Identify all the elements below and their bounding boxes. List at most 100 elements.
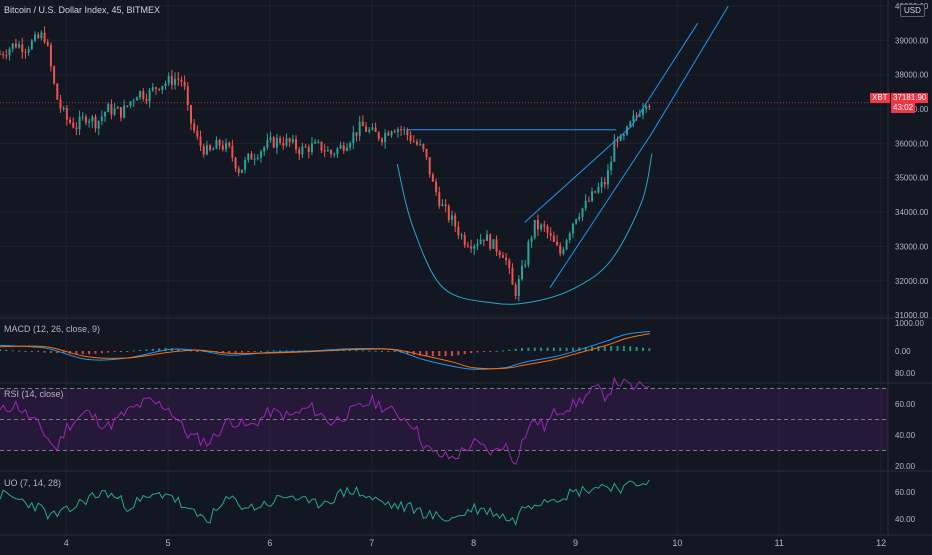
macd-histogram-bar [540,347,543,351]
price-tick-label: 35000.00 [895,174,929,183]
candle-body [428,157,431,175]
candle-body [482,239,485,241]
macd-histogram-bar [431,351,434,357]
candle-body [72,122,75,128]
rsi-pane[interactable] [0,376,888,465]
candle-body [5,55,8,57]
macd-histogram-bar [272,350,275,352]
macd-histogram-bar [285,350,288,352]
candle-body [422,144,425,150]
candle-body [396,129,399,133]
candle-body [387,132,390,136]
candle-body [552,235,555,242]
candle-body [546,226,549,233]
candle-body [645,106,648,109]
gridlines [0,0,932,536]
macd-histogram-bar [610,345,613,351]
macd-histogram-bar [62,351,65,354]
macd-histogram-bar [463,351,466,355]
candle-body [524,264,527,267]
macd-histogram-bar [260,350,263,352]
candle-body [419,144,422,146]
candle-body [123,105,126,118]
candle-body [470,246,473,249]
candle-body [81,116,84,118]
macd-histogram-bar [508,349,511,351]
macd-histogram-bar [380,351,383,352]
time-axis[interactable]: 4 5 6 7 8 9 10 11 12 [64,538,886,548]
candle-body [218,139,221,146]
macd-histogram-bar [240,351,243,353]
candle-body [603,181,606,185]
candle-body [454,215,457,227]
candle-body [202,146,205,155]
candle-body [62,108,65,110]
macd-histogram-bar [514,348,517,351]
candle-body [578,216,581,220]
candle-body [508,260,511,269]
candle-body [116,107,119,109]
uo-pane[interactable] [0,479,650,527]
candle-body [113,108,116,115]
candle-body [161,86,164,91]
candle-body [205,145,208,155]
candle-body [84,116,87,123]
candle-body [556,241,559,246]
candle-body [349,143,352,148]
currency-badge[interactable]: USD [900,4,925,17]
candle-body [616,140,619,142]
candle-body [126,105,129,107]
candle-body [358,121,361,136]
macd-histogram-bar [56,351,59,354]
price-tick-label: 39000.00 [895,36,929,45]
macd-histogram-bar [189,350,192,352]
price-tick-label: 38000.00 [895,71,929,80]
candle-body [479,239,482,244]
candle-body [495,239,498,252]
candle-body [253,158,256,160]
candle-body [231,145,234,158]
candle-body [43,32,46,43]
candle-body [390,131,393,136]
macd-histogram-bar [349,350,352,352]
candle-body [606,170,609,185]
price-pane[interactable] [0,5,729,305]
macd-tick-label: 1000.00 [895,319,924,328]
candle-body [463,235,466,246]
candle-body [352,132,355,144]
candle-body [406,129,409,136]
candle-body [549,232,552,236]
price-axis[interactable]: 40000.0039000.0038000.0037000.0036000.00… [895,2,929,524]
time-tick-label: 6 [267,538,272,548]
candle-body [59,99,62,109]
price-tick-label: 33000.00 [895,242,929,251]
uo-line [0,479,650,527]
candle-body [225,142,227,150]
candle-body [613,140,616,162]
macd-histogram-bar [546,347,549,351]
candle-body [521,266,524,280]
candle-body [215,139,218,149]
candle-body [330,150,333,155]
candle-body [298,149,301,155]
candle-body [466,245,469,247]
candle-body [323,150,326,152]
macd-pane[interactable] [0,330,651,370]
candle-body [142,91,145,99]
candle-body [24,52,27,54]
candle-body [610,161,613,171]
macd-histogram-bar [107,351,110,353]
candle-body [94,116,97,129]
candle-body [632,115,635,122]
time-tick-label: 10 [672,538,682,548]
candle-body [304,146,307,148]
time-tick-label: 7 [369,538,374,548]
macd-histogram-bar [164,347,167,351]
candle-body [307,147,310,153]
candle-body [228,142,231,146]
candle-body [183,81,186,87]
candle-body [88,121,91,123]
